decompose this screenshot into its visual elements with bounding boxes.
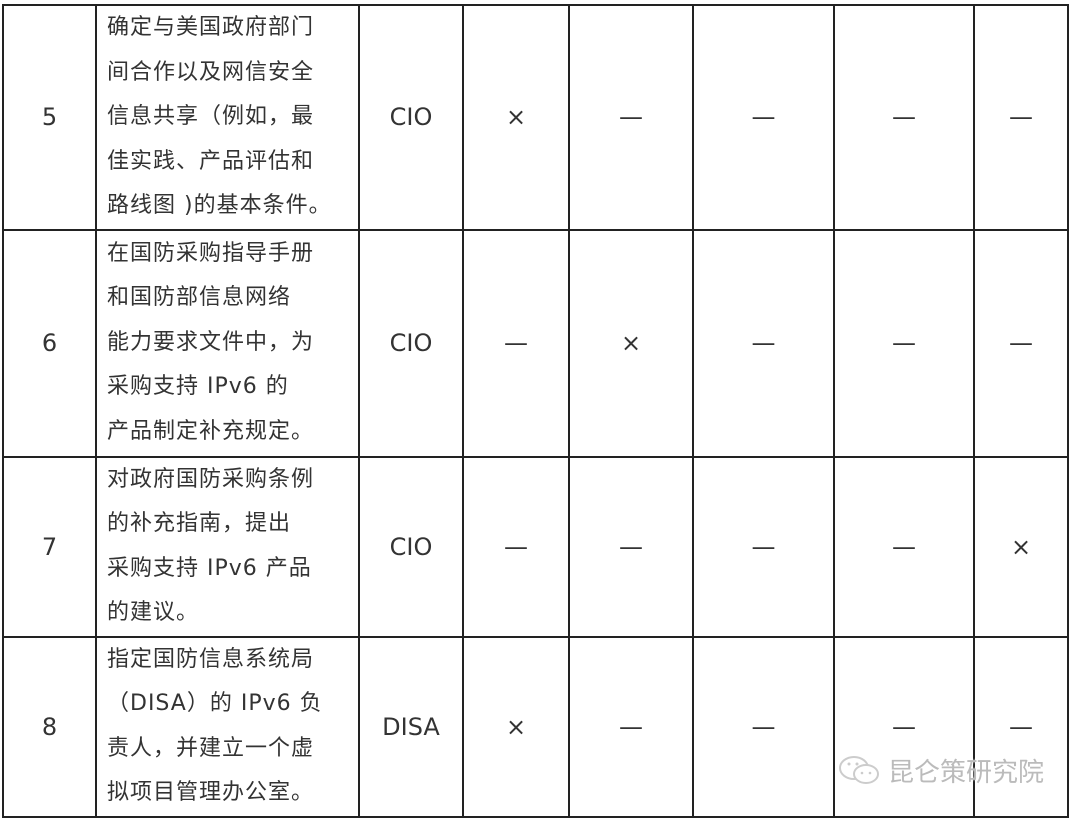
description-line: 间合作以及网信安全 (107, 59, 315, 85)
status-cell: — (568, 455, 694, 638)
description-line: 的建议。 (107, 600, 200, 625)
status-cell: — (462, 455, 570, 638)
description-line: 路线图 )的基本条件。 (107, 193, 332, 218)
table-row: 6 在国防采购指导手册 和国防部信息网络 能力要求文件中，为 采购支持 IPv6 的产品… (2, 228, 1069, 458)
description-line: 能力要求文件中，为 (107, 329, 315, 355)
responsible-org: DISA (358, 635, 464, 818)
status-cell: — (692, 455, 835, 638)
status-cell: — (692, 228, 835, 458)
row-number: 5 (2, 4, 97, 231)
responsible-org: CIO (358, 228, 464, 458)
table-row: 8 指定国防信息系统局 （DISA）的 IPv6 负责人，并建立一个虚 拟项目管理办公… (2, 635, 1069, 818)
wechat-icon (839, 755, 879, 784)
description-line: 的补充指南，提出 (107, 511, 292, 536)
description-line: （DISA）的 IPv6 负 (107, 691, 323, 716)
responsibility-table: 5 确定与美国政府部门 间合作以及网信安全 信息共享（例如，最 佳实践、产品评估和 路线图… (2, 4, 1069, 818)
description-line: 在国防采购指导手册 (107, 240, 315, 266)
status-cell: — (833, 635, 975, 818)
responsible-org: CIO (358, 455, 464, 638)
status-cell: — (692, 4, 835, 231)
status-cell: × (462, 4, 570, 231)
description-line: 拟项目管理办公室。 (107, 780, 315, 805)
status-cell: — (973, 4, 1069, 231)
description-line: 采购支持 IPv6 的 (107, 374, 289, 400)
description-line: 对政府国防采购条例 (107, 466, 315, 492)
status-cell: — (568, 4, 694, 231)
status-cell: — (568, 635, 694, 818)
description-line: 和国防部信息网络 (107, 285, 292, 311)
task-description: 指定国防信息系统局 （DISA）的 IPv6 负责人，并建立一个虚 拟项目管理办公室… (95, 635, 360, 818)
description-line: 佳实践、产品评估和 (107, 148, 315, 174)
description-line: 指定国防信息系统局 (107, 646, 315, 672)
status-cell: — (973, 635, 1069, 818)
watermark: 昆仑策研究院 (838, 752, 1044, 789)
status-cell: × (973, 455, 1069, 638)
responsible-org: CIO (358, 4, 464, 231)
table-row: 7 对政府国防采购条例 的补充指南，提出 采购支持 IPv6 产品 的建议。 CIO — — —… (2, 455, 1069, 638)
description-line: 责人，并建立一个虚 (107, 735, 315, 761)
task-description: 确定与美国政府部门 间合作以及网信安全 信息共享（例如，最 佳实践、产品评估和 路线图 … (95, 4, 360, 231)
task-description: 对政府国防采购条例 的补充指南，提出 采购支持 IPv6 产品 的建议。 (95, 455, 360, 638)
description-line: 信息共享（例如，最 (107, 104, 315, 129)
status-cell: — (692, 635, 835, 818)
watermark-text: 昆仑策研究院 (888, 758, 1045, 788)
status-cell: — (833, 4, 975, 231)
status-cell: × (462, 635, 570, 818)
description-line: 产品制定补充规定。 (107, 418, 315, 444)
row-number: 8 (2, 635, 97, 818)
status-cell: — (462, 228, 570, 458)
task-description: 在国防采购指导手册 和国防部信息网络 能力要求文件中，为 采购支持 IPv6 的产品制… (95, 228, 360, 458)
row-number: 6 (2, 228, 97, 458)
table-row: 5 确定与美国政府部门 间合作以及网信安全 信息共享（例如，最 佳实践、产品评估和 路线图… (2, 4, 1069, 231)
status-cell: × (568, 228, 694, 458)
description-line: 确定与美国政府部门 (107, 15, 315, 40)
description-line: 采购支持 IPv6 产品 (107, 555, 312, 581)
status-cell: — (833, 228, 975, 458)
row-number: 7 (2, 455, 97, 638)
status-cell: — (833, 455, 975, 638)
status-cell: — (973, 228, 1069, 458)
